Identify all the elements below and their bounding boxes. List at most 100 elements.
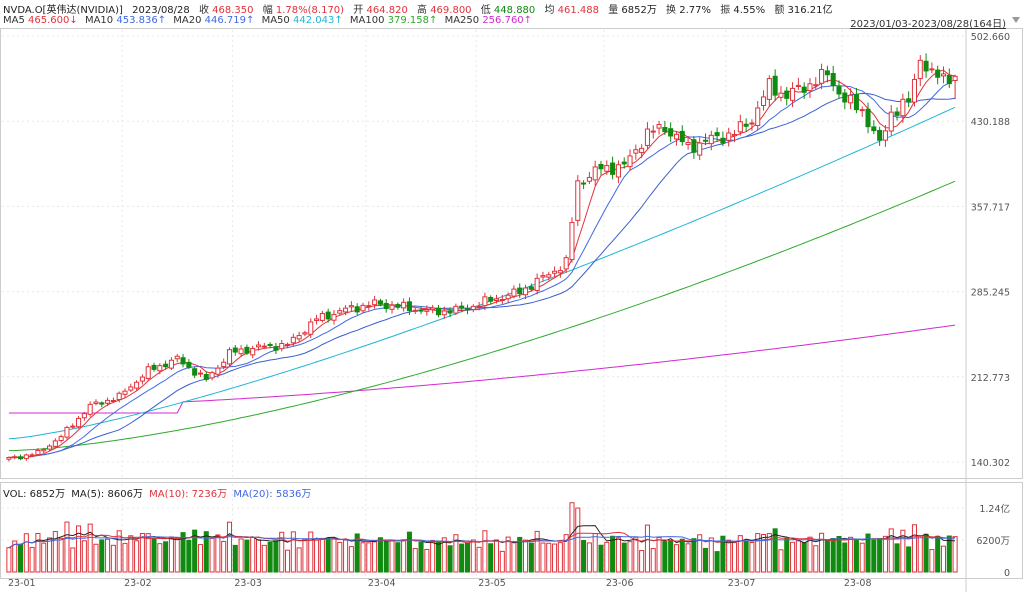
volume-bar	[35, 532, 41, 573]
candle-body	[517, 287, 523, 295]
ma100-legend[interactable]: MA100 379.158↑	[349, 15, 438, 26]
volume-panel-frame	[0, 482, 1023, 579]
candle-body	[569, 222, 575, 261]
volume-bar	[685, 543, 691, 573]
quote-header: NVDA.O[英伟达(NVIDIA)] 2023/08/28 收 468.350…	[3, 1, 839, 16]
candle-body	[499, 299, 505, 302]
volume-legend: VOL: 6852万 MA(5): 8606万 MA(10): 7236万 MA…	[3, 485, 314, 500]
volume-bar	[290, 531, 296, 573]
candle-body	[314, 318, 320, 321]
volume-bar	[842, 542, 848, 573]
candle-body	[267, 344, 273, 347]
ma100-line	[8, 180, 956, 452]
ma5-line	[8, 69, 956, 459]
volume-bar	[279, 531, 285, 573]
volume-bar	[871, 539, 877, 573]
candle-body	[197, 372, 203, 375]
low-label: 低 448.880	[480, 5, 536, 16]
volume-bar	[325, 537, 331, 573]
vol-ma5: MA(5): 8606万	[71, 489, 143, 500]
candle-body	[935, 69, 941, 78]
volume-bar	[418, 541, 424, 573]
ma50-legend[interactable]: MA50 442.043↑	[261, 15, 343, 26]
volume-bar	[209, 537, 215, 573]
volume-bar	[23, 533, 29, 573]
candle-body	[859, 109, 865, 112]
volume-bar	[331, 537, 337, 573]
volume-tick-label: 6200万	[976, 536, 1010, 547]
candle-body	[64, 426, 70, 438]
candle-body	[761, 96, 767, 106]
month-label: 23-07	[728, 578, 756, 589]
month-label: 23-01	[8, 578, 36, 589]
volume-bar	[435, 540, 441, 573]
volume-bar	[813, 545, 819, 573]
volume-bar	[795, 540, 801, 573]
volume-bar	[900, 529, 906, 573]
volume-bar	[180, 532, 186, 573]
candle-body	[848, 94, 854, 104]
date-range-selector[interactable]: 2023/01/03-2023/08/28(164日)	[850, 19, 1006, 30]
candle-body	[917, 59, 923, 80]
volume-bar	[174, 537, 180, 573]
candle-body	[319, 313, 325, 321]
candle-body	[731, 133, 738, 137]
volume-bar	[720, 535, 726, 573]
candle-body	[279, 342, 285, 350]
candle-body	[824, 70, 830, 76]
volume-bar	[244, 539, 250, 573]
volume-bar	[41, 542, 47, 573]
change-label: 幅 1.78%(8.170)	[262, 5, 345, 16]
candle-body	[418, 309, 424, 312]
volume-bar	[592, 533, 598, 573]
chevron-down-icon[interactable]	[1012, 17, 1020, 23]
vol-ma20-line	[8, 535, 956, 549]
volume-bar	[488, 543, 494, 573]
candle-body	[377, 300, 383, 305]
candle-body	[946, 74, 952, 85]
candle-body	[372, 299, 378, 306]
volume-bar	[790, 541, 796, 573]
volume-bar	[128, 535, 134, 573]
candle-body	[244, 346, 250, 354]
candle-body	[523, 287, 529, 296]
ma250-legend[interactable]: MA250 256.760↑	[444, 15, 533, 26]
volume-bar	[761, 534, 767, 573]
candle-body	[871, 126, 877, 132]
candle-body	[726, 132, 732, 141]
volume-bar	[226, 521, 233, 573]
candle-body	[633, 149, 639, 154]
candle-body	[662, 127, 668, 133]
candle-body	[128, 386, 134, 391]
candle-body	[447, 310, 453, 314]
candle-body	[343, 307, 349, 313]
volume-bar	[261, 544, 267, 573]
candle-body	[610, 162, 616, 175]
ma5-legend[interactable]: MA5 465.600↓	[3, 15, 78, 26]
volume-bar	[464, 542, 471, 573]
price-tick-label: 285.245	[971, 288, 1010, 299]
symbol[interactable]: NVDA.O[英伟达(NVIDIA)]	[3, 5, 123, 16]
volume-bar	[755, 533, 761, 573]
candle-body	[772, 75, 778, 96]
candle-body	[273, 346, 279, 351]
volume-bar	[314, 539, 320, 573]
volume-bar	[186, 539, 192, 573]
candle-body	[940, 73, 947, 77]
volume-bar	[853, 538, 859, 573]
volume-bar	[766, 533, 772, 573]
candle-body	[209, 372, 215, 379]
volume-bar	[911, 524, 917, 573]
candle-body	[29, 454, 35, 457]
open-label: 开 464.820	[353, 5, 408, 16]
volume-bar	[255, 539, 262, 573]
ma20-legend[interactable]: MA20 446.719↑	[173, 15, 255, 26]
volume-bar	[360, 542, 366, 573]
volume-bar	[807, 536, 813, 573]
volume-bar	[952, 536, 958, 573]
ma10-legend[interactable]: MA10 453.836↑	[84, 15, 167, 26]
candle-body	[459, 305, 465, 309]
volume-bar	[714, 551, 720, 573]
volume-bar	[749, 542, 755, 573]
volume-bar	[929, 549, 935, 573]
